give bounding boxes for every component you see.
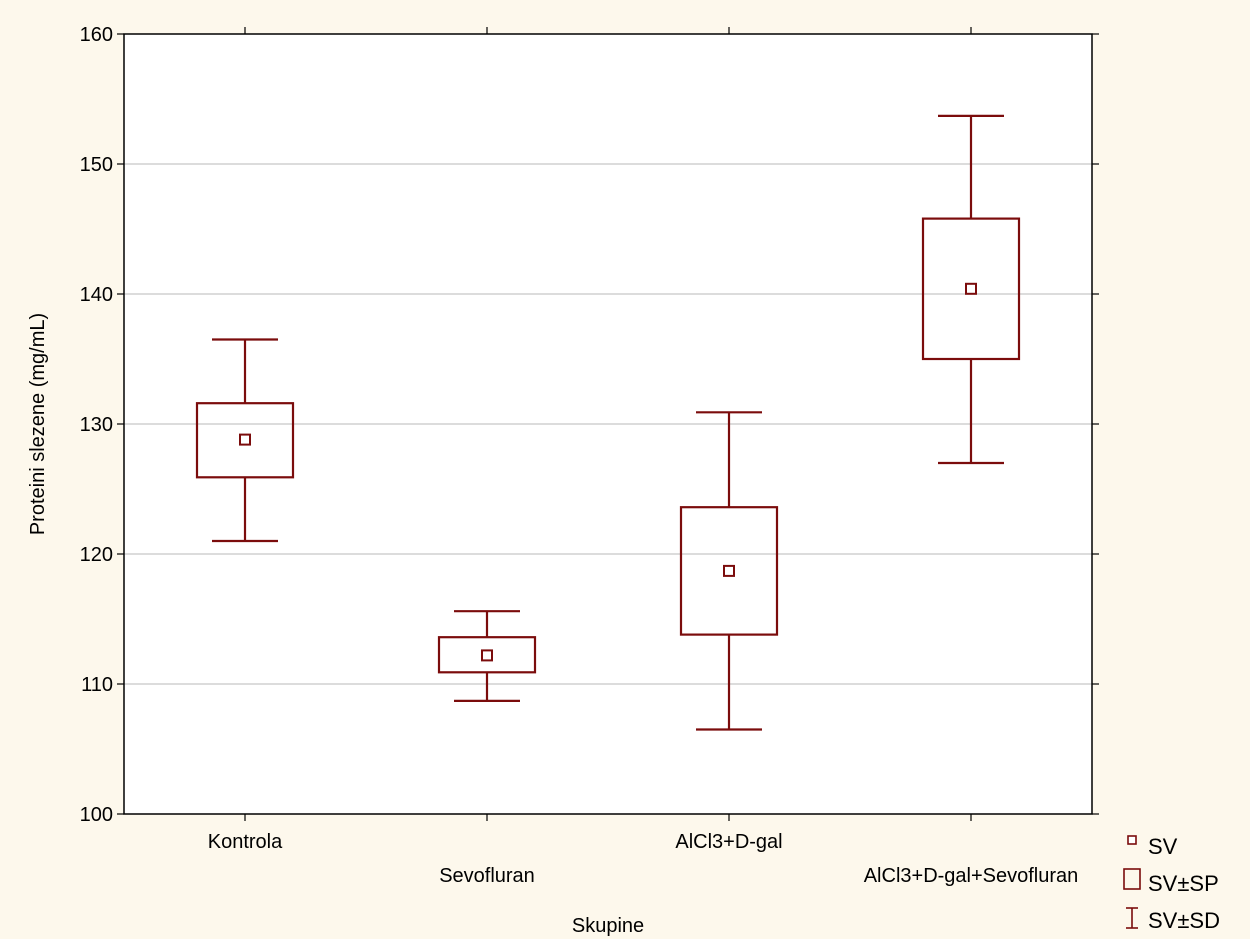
legend-box-symbol bbox=[1123, 868, 1141, 890]
y-tick-label: 110 bbox=[81, 674, 113, 696]
mean-marker bbox=[239, 433, 251, 446]
box-group bbox=[195, 338, 295, 543]
grid-lines bbox=[124, 163, 1092, 685]
box-group bbox=[437, 610, 537, 703]
y-tick-label: 150 bbox=[80, 154, 113, 176]
y-tick-label: 100 bbox=[80, 804, 113, 826]
x-tick-label: Sevofluran bbox=[439, 865, 535, 887]
se-box bbox=[437, 636, 537, 674]
se-box bbox=[195, 402, 295, 479]
x-tick-label: AlCl3+D-gal bbox=[675, 831, 782, 853]
box-group bbox=[921, 114, 1021, 465]
box-series bbox=[195, 114, 1021, 731]
legend-label: SV±SP bbox=[1148, 871, 1219, 896]
se-box bbox=[679, 506, 779, 636]
x-tick-label: AlCl3+D-gal+Sevofluran bbox=[864, 865, 1079, 887]
y-tick-label: 130 bbox=[80, 414, 113, 436]
legend-mean-symbol bbox=[1127, 835, 1137, 845]
se-box bbox=[921, 217, 1021, 361]
mean-marker bbox=[481, 649, 493, 662]
legend-label: SV bbox=[1148, 834, 1178, 859]
y-axis-title: Proteini slezene (mg/mL) bbox=[27, 313, 49, 535]
x-tick-label: Kontrola bbox=[208, 831, 283, 853]
mean-marker bbox=[723, 564, 735, 577]
y-axis: 100 110 120 130 140 150 160 bbox=[80, 24, 1099, 826]
y-tick-label: 120 bbox=[80, 544, 113, 566]
mean-marker bbox=[965, 282, 977, 295]
x-axis: Kontrola Sevofluran AlCl3+D-gal AlCl3+D-gal… bbox=[208, 27, 1079, 887]
legend: SV SV±SP SV±SD bbox=[1123, 834, 1220, 933]
y-tick-label: 140 bbox=[80, 284, 113, 306]
y-tick-label: 160 bbox=[80, 24, 113, 46]
x-axis-title: Skupine bbox=[572, 915, 644, 937]
legend-label: SV±SD bbox=[1148, 908, 1220, 933]
box-group bbox=[679, 411, 779, 731]
